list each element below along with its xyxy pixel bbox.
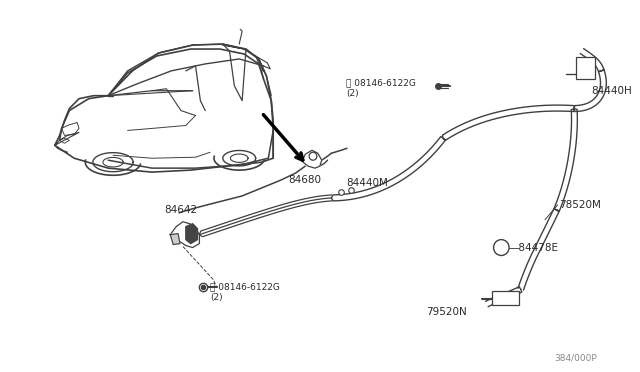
Text: —84478E: —84478E — [508, 243, 558, 253]
Bar — [492, 291, 519, 305]
Polygon shape — [170, 234, 180, 244]
Text: Ⓑ 08146-6122G
(2): Ⓑ 08146-6122G (2) — [210, 282, 280, 302]
Text: 84440M: 84440M — [346, 178, 388, 188]
Text: 384/000P: 384/000P — [555, 354, 598, 363]
Text: Ⓑ 08146-6122G
(2): Ⓑ 08146-6122G (2) — [346, 79, 416, 98]
Polygon shape — [302, 150, 322, 168]
Text: 84642: 84642 — [164, 205, 198, 215]
Polygon shape — [186, 224, 198, 244]
Text: 84680: 84680 — [288, 175, 321, 185]
Polygon shape — [170, 222, 200, 247]
Text: 79520N: 79520N — [427, 307, 467, 317]
Text: 84440H: 84440H — [591, 86, 632, 96]
FancyBboxPatch shape — [576, 57, 595, 79]
Text: 78520M: 78520M — [559, 200, 602, 210]
